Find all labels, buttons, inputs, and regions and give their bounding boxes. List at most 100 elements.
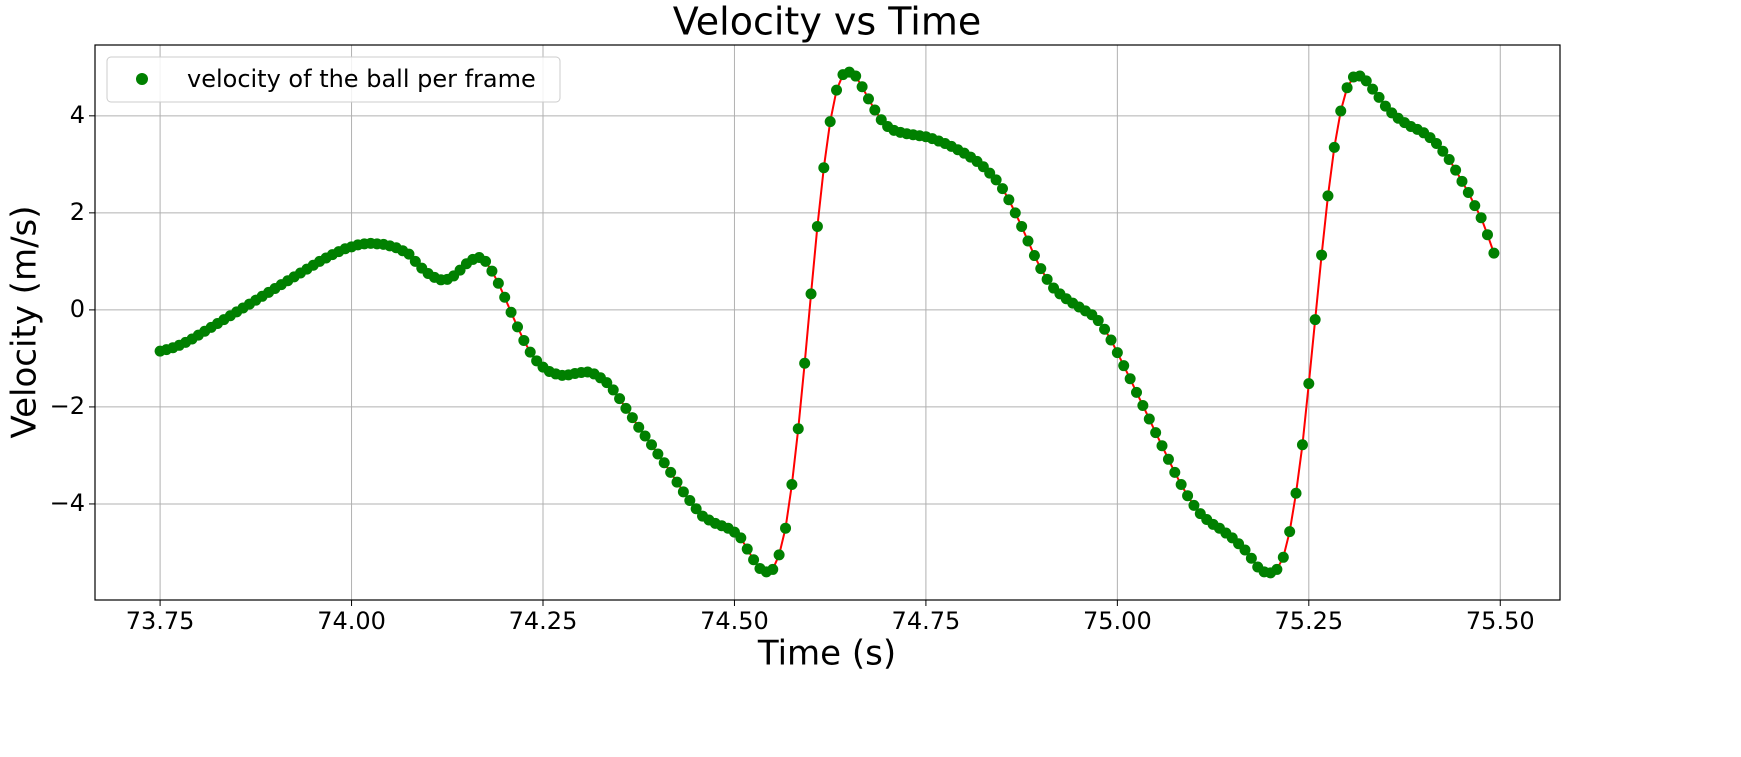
data-point <box>1437 145 1449 157</box>
data-point <box>869 104 881 116</box>
data-point <box>671 476 683 488</box>
y-axis-label: Velocity (m/s) <box>5 205 45 438</box>
data-point <box>1111 347 1123 359</box>
data-point <box>1341 82 1353 94</box>
data-point <box>1162 453 1174 465</box>
data-point <box>850 70 862 82</box>
data-point <box>1022 235 1034 247</box>
data-point <box>1156 440 1168 452</box>
legend-marker <box>136 73 148 85</box>
data-point <box>799 357 811 369</box>
data-point <box>805 288 817 300</box>
data-point <box>646 439 658 451</box>
x-tick-label: 75.25 <box>1274 607 1343 635</box>
data-point <box>1430 137 1442 149</box>
data-point <box>792 423 804 435</box>
data-point <box>862 93 874 105</box>
data-point <box>1316 249 1328 261</box>
data-point <box>1271 563 1283 575</box>
data-point <box>652 448 664 460</box>
data-point <box>677 486 689 498</box>
data-point <box>1028 250 1040 262</box>
data-point <box>1488 247 1500 259</box>
data-point <box>1367 83 1379 95</box>
data-point <box>1118 360 1130 372</box>
data-point <box>780 522 792 534</box>
y-tick-label: 4 <box>70 101 85 129</box>
x-tick-label: 74.00 <box>317 607 386 635</box>
legend: velocity of the ball per frame <box>106 56 561 103</box>
data-point <box>665 466 677 478</box>
data-point <box>1456 175 1468 187</box>
data-point <box>831 84 843 96</box>
data-point <box>607 384 619 396</box>
data-point <box>1284 526 1296 538</box>
data-point <box>1092 315 1104 327</box>
x-tick-label: 74.25 <box>509 607 578 635</box>
data-point <box>499 291 511 303</box>
data-point <box>818 162 830 174</box>
data-point <box>511 321 523 333</box>
data-point <box>1373 91 1385 103</box>
data-point <box>403 248 415 260</box>
data-point <box>1322 190 1334 202</box>
data-point <box>1245 552 1257 564</box>
data-point <box>1150 427 1162 439</box>
data-point <box>524 346 536 358</box>
data-point <box>1105 334 1117 346</box>
data-point <box>1309 314 1321 326</box>
data-point <box>505 306 517 318</box>
data-point <box>1475 212 1487 224</box>
data-point <box>1290 487 1302 499</box>
y-tick-label: −2 <box>50 392 85 420</box>
x-tick-label: 75.00 <box>1083 607 1152 635</box>
data-point <box>1296 439 1308 451</box>
data-point <box>633 421 645 433</box>
data-point <box>1239 544 1251 556</box>
data-point <box>735 532 747 544</box>
data-point <box>492 277 504 289</box>
data-point <box>1469 200 1481 212</box>
data-point <box>518 334 530 346</box>
x-tick-label: 75.50 <box>1466 607 1535 635</box>
data-point <box>1003 194 1015 206</box>
data-point <box>1443 153 1455 165</box>
data-point <box>1137 399 1149 411</box>
data-point <box>1035 263 1047 275</box>
legend-label: velocity of the ball per frame <box>187 65 536 93</box>
data-point <box>1182 490 1194 502</box>
legend-box <box>106 56 561 103</box>
data-point <box>856 81 868 93</box>
data-point <box>601 377 613 389</box>
data-point <box>684 495 696 507</box>
data-point <box>811 220 823 232</box>
data-point <box>773 549 785 561</box>
data-point <box>748 554 760 566</box>
data-point <box>1124 373 1136 385</box>
data-point <box>1041 273 1053 285</box>
data-point <box>620 402 632 414</box>
data-point <box>1175 479 1187 491</box>
data-point <box>767 563 779 575</box>
data-point <box>1169 466 1181 478</box>
data-point <box>1303 378 1315 390</box>
data-point <box>786 479 798 491</box>
data-point <box>1328 141 1340 153</box>
y-tick-label: 2 <box>70 198 85 226</box>
data-point <box>658 457 670 469</box>
data-point <box>1009 207 1021 219</box>
data-point <box>690 503 702 515</box>
data-point <box>1188 499 1200 511</box>
data-point <box>614 393 626 405</box>
y-tick-label: 0 <box>70 295 85 323</box>
data-point <box>480 255 492 267</box>
data-point <box>824 116 836 128</box>
data-point <box>1131 386 1143 398</box>
data-point <box>1277 551 1289 563</box>
x-axis-label: Time (s) <box>757 634 896 674</box>
x-tick-label: 74.75 <box>892 607 961 635</box>
data-point <box>996 183 1008 195</box>
data-point <box>1016 220 1028 232</box>
chart-title: Velocity vs Time <box>673 0 982 44</box>
